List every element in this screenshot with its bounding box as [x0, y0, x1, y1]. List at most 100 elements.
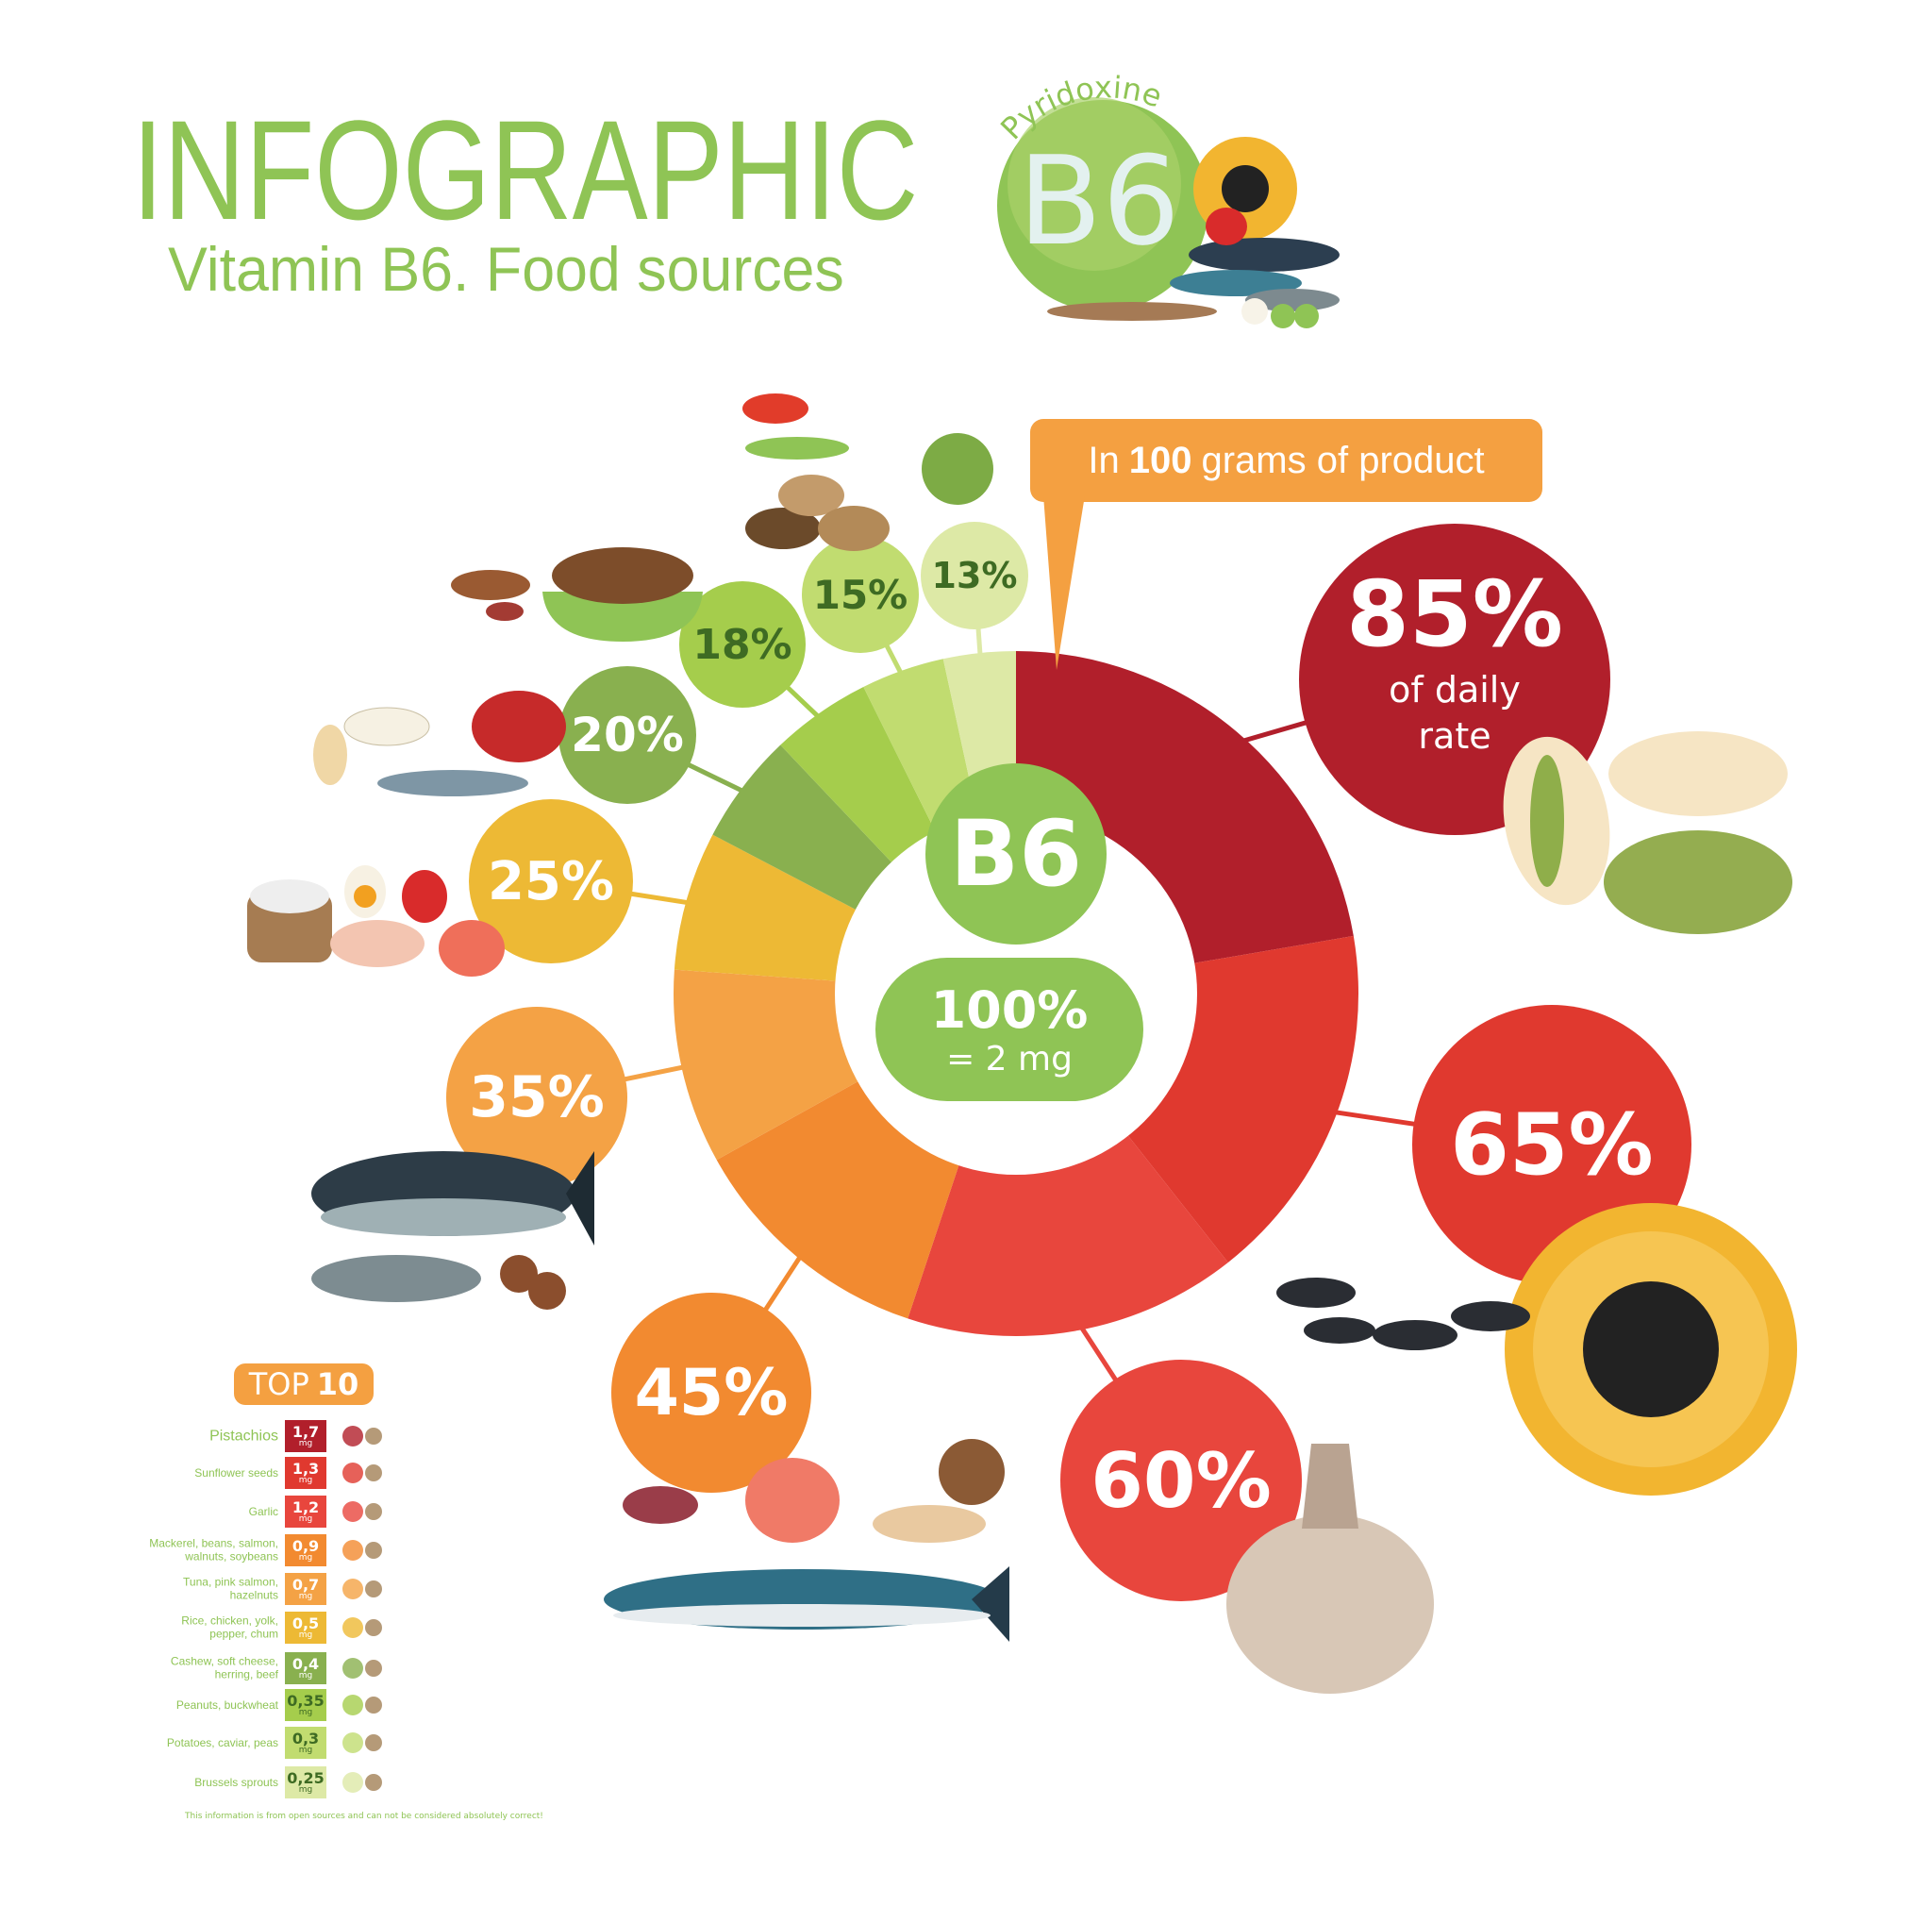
- percent-bubble: 45%: [611, 1293, 811, 1493]
- percent-label: 45%: [634, 1355, 789, 1430]
- donut-segment-25%: [674, 834, 891, 984]
- top10-unit: mg: [298, 1670, 313, 1681]
- center-100-percent: 100% = 2 mg: [875, 958, 1143, 1101]
- top10-value-box: 1,3 mg: [285, 1457, 326, 1489]
- top10-value-box: 0,25 mg: [285, 1766, 326, 1798]
- top10-value: 0,3: [291, 1729, 320, 1747]
- top10-value-box: 1,2 mg: [285, 1496, 326, 1528]
- top10-food-name: Tuna, pink salmon, hazelnuts: [183, 1575, 278, 1602]
- top10-row: Sunflower seeds 1,3 mg: [142, 1454, 425, 1492]
- top10-value-box: 0,4 mg: [285, 1652, 326, 1684]
- top10-food-name: Potatoes, caviar, peas: [166, 1735, 278, 1749]
- top10-value-box: 0,3 mg: [285, 1727, 326, 1759]
- top10-food-name: Cashew, soft cheese, herring, beef: [170, 1654, 278, 1681]
- page-subtitle: Vitamin B6. Food sources: [168, 234, 844, 304]
- percent-bubble: 65%: [1412, 1005, 1691, 1284]
- top10-food-name: Pistachios: [209, 1428, 278, 1445]
- tuna-icon: [1189, 238, 1340, 272]
- top10-unit: mg: [298, 1552, 313, 1563]
- top10-row: Garlic 1,2 mg: [142, 1493, 425, 1530]
- top10-unit: mg: [298, 1745, 313, 1755]
- top10-food-icon: [340, 1423, 396, 1453]
- callout-prefix: In: [1088, 439, 1120, 481]
- top10-value: 0,9: [291, 1536, 320, 1555]
- percent-label: 20%: [571, 708, 684, 762]
- top10-food-icon: [340, 1614, 396, 1645]
- top10-row: Brussels sprouts 0,25 mg: [142, 1764, 425, 1801]
- percent-bubble: 60%: [1060, 1360, 1302, 1601]
- center-equals: = 2 mg: [946, 1040, 1073, 1079]
- top10-value: 1,7: [291, 1422, 320, 1441]
- top10-food-icon: [340, 1460, 396, 1490]
- top10-food-icon: [340, 1692, 396, 1722]
- percent-bubble: 35%: [446, 1007, 627, 1188]
- percent-label: 35%: [469, 1064, 605, 1130]
- top10-food-icon: [340, 1537, 396, 1567]
- top10-food-icon: [340, 1730, 396, 1760]
- callout-bold: 100: [1128, 439, 1192, 481]
- top10-value: 1,3: [291, 1459, 320, 1478]
- top10-row: Pistachios 1,7 mg: [142, 1417, 425, 1455]
- top10-row: Mackerel, beans, salmon, walnuts, soybea…: [142, 1531, 425, 1569]
- page-title: INFOGRAPHIC: [132, 91, 919, 249]
- top10-food-icon: [340, 1769, 396, 1799]
- callout-suffix: grams of product: [1201, 439, 1485, 481]
- top10-unit: mg: [298, 1630, 313, 1640]
- top10-value-box: 0,9 mg: [285, 1534, 326, 1566]
- percent-label: 18%: [692, 620, 792, 669]
- callout-pointer: [1043, 495, 1085, 670]
- percent-bubble: 25%: [469, 799, 633, 963]
- top10-value: 0,35: [287, 1691, 325, 1710]
- top10-value-box: 0,35 mg: [285, 1689, 326, 1721]
- salmon-icon: [1245, 289, 1340, 311]
- percent-label: 85%: [1346, 560, 1563, 667]
- top10-prefix: TOP: [248, 1366, 309, 1402]
- top10-value: 0,4: [291, 1654, 320, 1673]
- top10-food-name: Rice, chicken, yolk, pepper, chum: [181, 1614, 278, 1641]
- top10-food-icon: [340, 1576, 396, 1606]
- top10-row: Rice, chicken, yolk, pepper, chum 0,5 mg: [142, 1609, 425, 1647]
- percent-label: 65%: [1450, 1095, 1654, 1195]
- top10-food-name: Brussels sprouts: [194, 1775, 278, 1789]
- top10-food-icon: [340, 1498, 396, 1529]
- donut-segment-18%: [780, 687, 954, 892]
- top10-food-name: Sunflower seeds: [194, 1465, 278, 1480]
- top10-bold: 10: [316, 1366, 359, 1402]
- top10-value-box: 1,7 mg: [285, 1420, 326, 1452]
- top10-food-name: Garlic: [248, 1504, 278, 1518]
- daily-rate-note: of daily rate: [1389, 668, 1521, 757]
- top10-unit: mg: [298, 1591, 313, 1601]
- sprout-icon: [1271, 304, 1295, 328]
- top10-food-name: Peanuts, buckwheat: [175, 1697, 278, 1712]
- top10-value: 0,25: [287, 1768, 325, 1787]
- top10-row: Cashew, soft cheese, herring, beef 0,4 mg: [142, 1649, 425, 1687]
- disclaimer-footer: This information is from open sources an…: [185, 1812, 543, 1821]
- top10-food-name: Mackerel, beans, salmon, walnuts, soybea…: [149, 1536, 278, 1563]
- top10-unit: mg: [298, 1513, 313, 1524]
- egg-icon: [1241, 298, 1268, 325]
- top10-value-box: 0,7 mg: [285, 1573, 326, 1605]
- percent-label: 13%: [931, 555, 1018, 596]
- percent-bubble: 20%: [558, 666, 696, 804]
- percent-bubble: 85% of daily rate: [1299, 524, 1610, 835]
- nuts-beans-icon: [1047, 302, 1217, 321]
- donut-segment-20%: [712, 744, 919, 928]
- top10-badge: TOP 10: [234, 1363, 374, 1405]
- percent-bubble: 18%: [679, 581, 806, 708]
- donut-segment-85%: [1016, 651, 1354, 970]
- pepper-icon: [1206, 208, 1247, 245]
- top10-unit: mg: [298, 1438, 313, 1448]
- top10-value: 0,5: [291, 1614, 320, 1632]
- percent-bubble: 13%: [921, 522, 1028, 629]
- center-percent: 100%: [930, 980, 1089, 1040]
- top10-food-icon: [340, 1655, 396, 1685]
- top10-row: Potatoes, caviar, peas 0,3 mg: [142, 1724, 425, 1762]
- b6-logo: B6 Pyridoxine: [993, 69, 1340, 328]
- percent-label: 25%: [487, 850, 615, 912]
- callout-in-100-grams: In 100 grams of product: [1030, 419, 1542, 502]
- percent-bubble: 15%: [802, 536, 919, 653]
- center-b6-circle: B6: [925, 763, 1107, 945]
- top10-value: 0,7: [291, 1575, 320, 1594]
- top10-row: Peanuts, buckwheat 0,35 mg: [142, 1686, 425, 1724]
- percent-label: 15%: [812, 571, 908, 618]
